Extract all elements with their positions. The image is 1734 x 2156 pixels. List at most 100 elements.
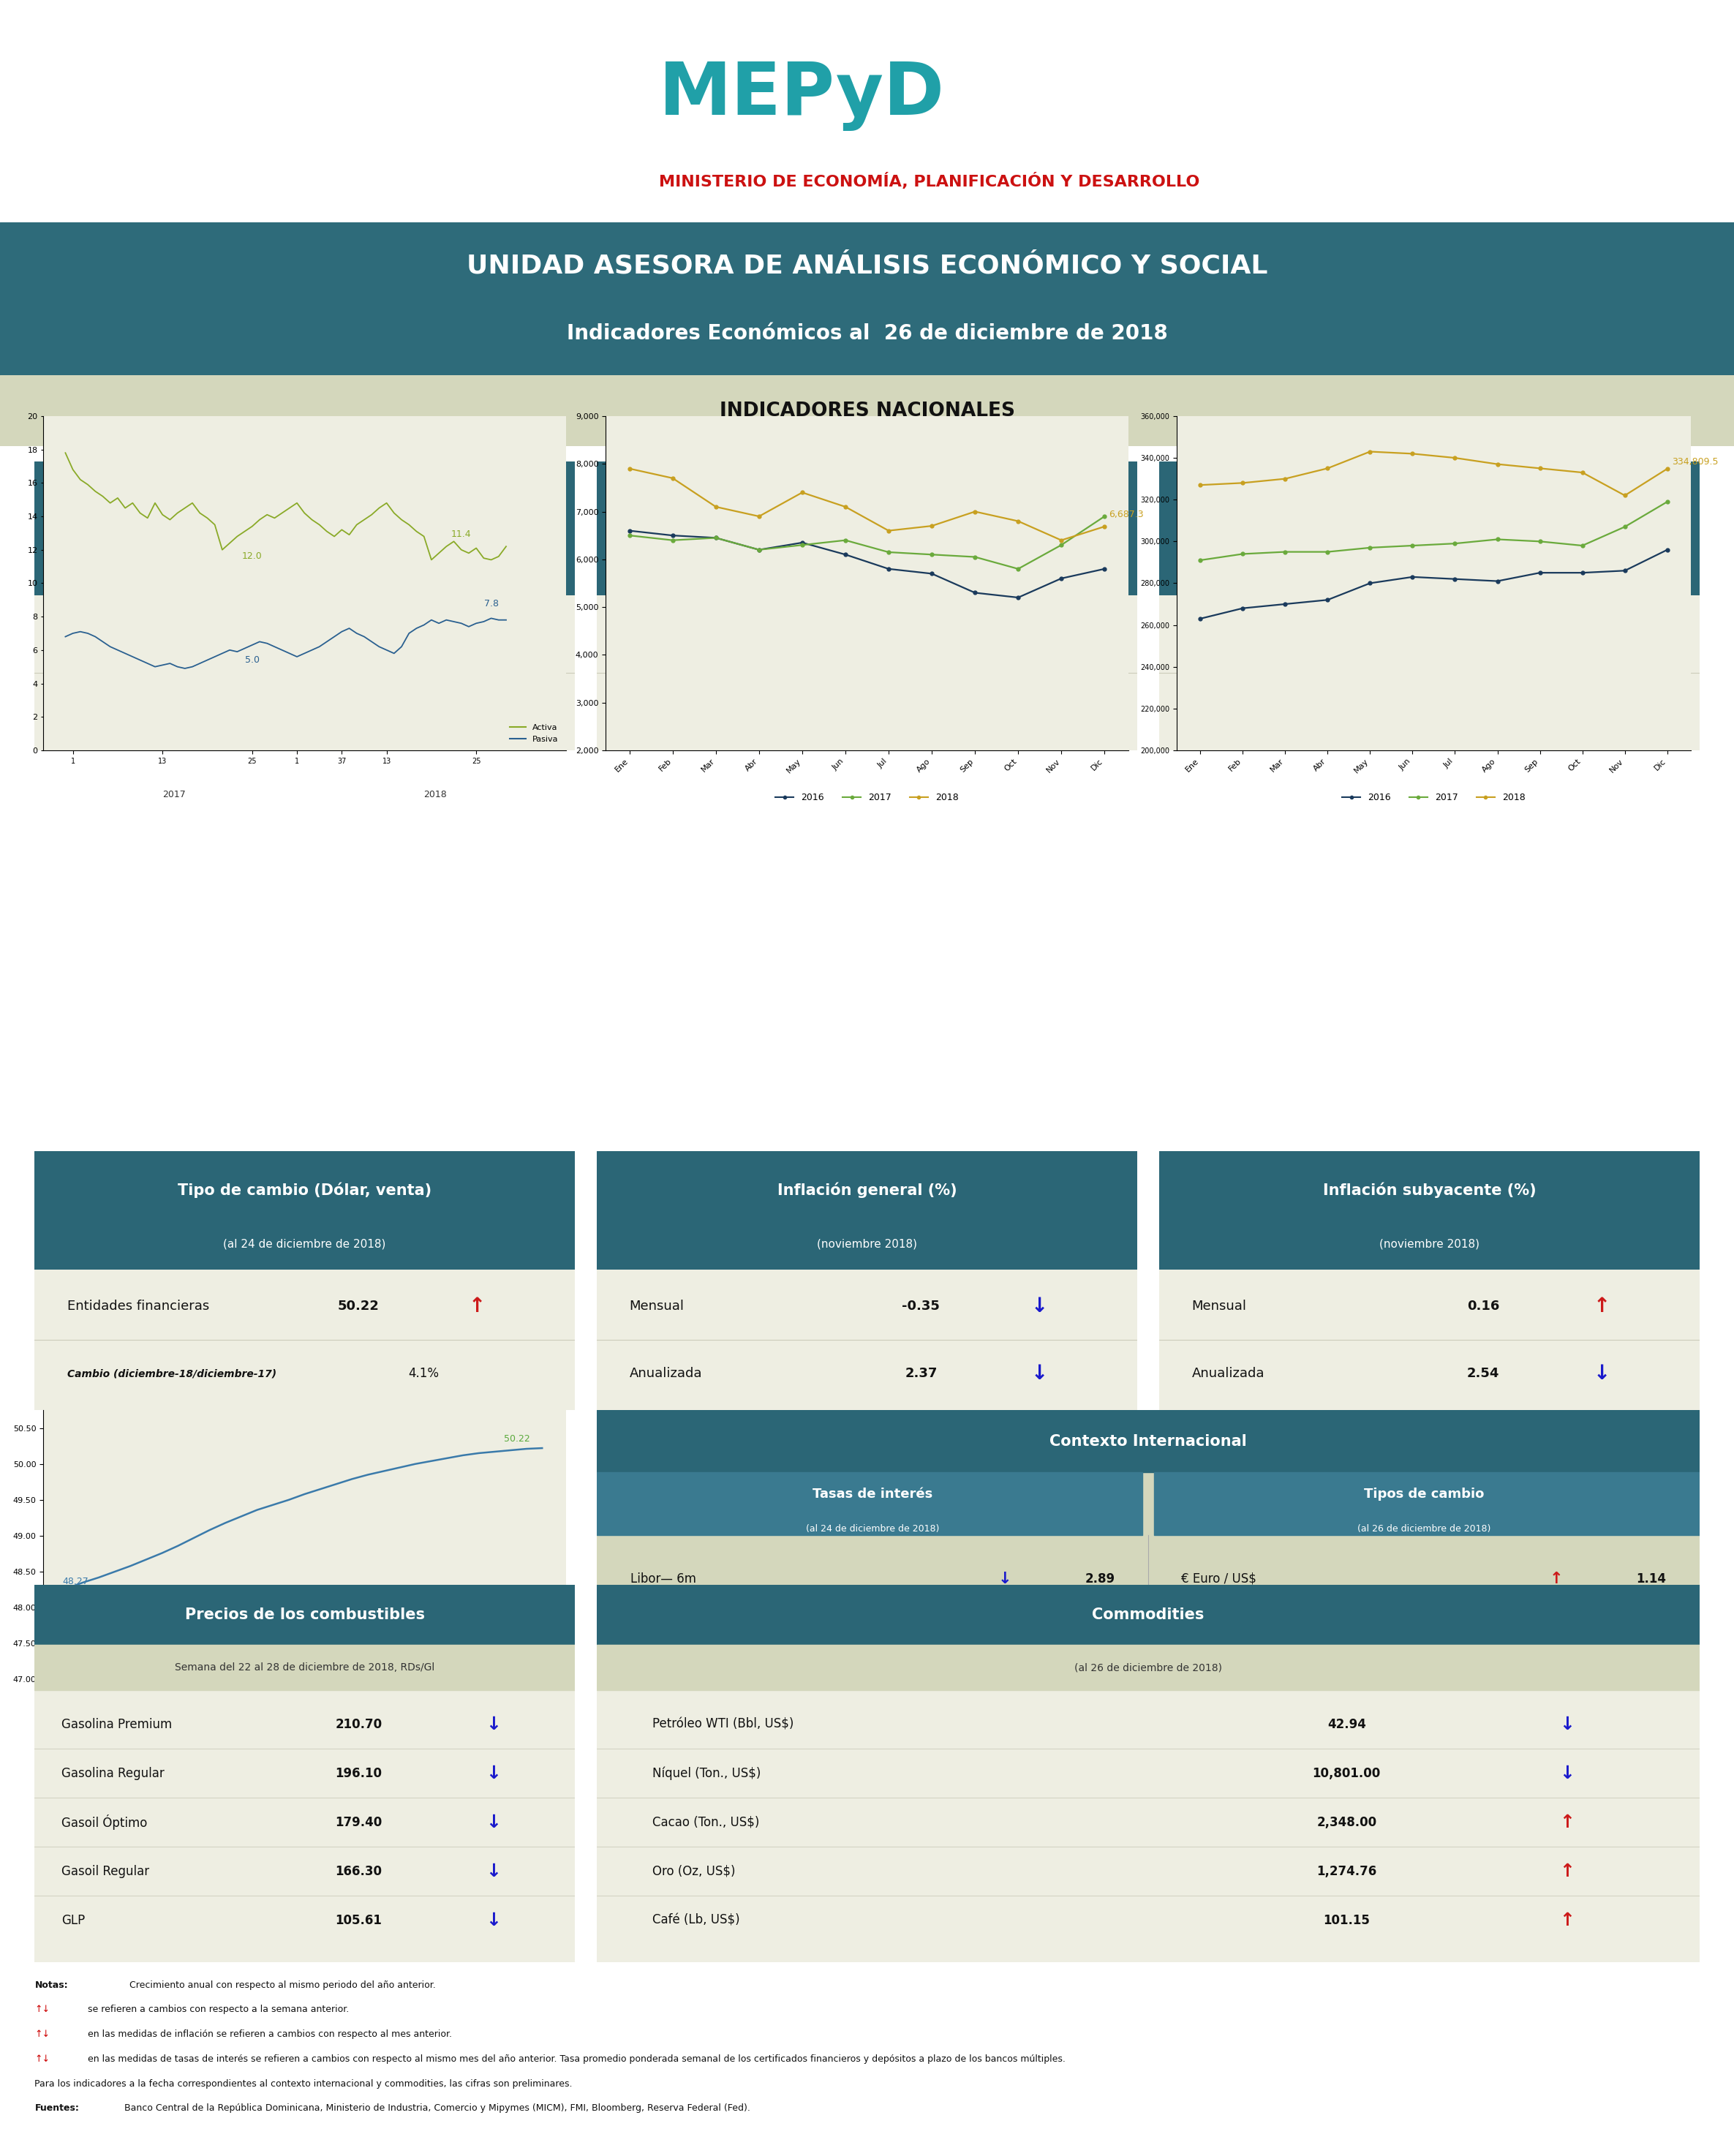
Text: 2.54: 2.54 [1467, 1367, 1500, 1380]
Text: ↑: ↑ [1548, 1626, 1562, 1639]
Text: INDICADORES NACIONALES: INDICADORES NACIONALES [720, 401, 1014, 420]
Text: 196.10: 196.10 [335, 1766, 381, 1781]
Text: ↑: ↑ [1548, 1677, 1562, 1692]
Text: ↓: ↓ [486, 1764, 501, 1783]
Text: 1.14: 1.14 [1637, 1572, 1666, 1585]
Text: (noviembre 2018): (noviembre 2018) [1379, 1238, 1479, 1248]
Text: 0.16: 0.16 [1467, 1300, 1500, 1313]
Text: 2.37: 2.37 [905, 1367, 936, 1380]
Text: 50.22: 50.22 [505, 1434, 531, 1445]
Text: 7,115.9: 7,115.9 [883, 630, 938, 642]
Text: 334,809.5: 334,809.5 [1672, 457, 1718, 466]
Text: 105.61: 105.61 [335, 1915, 381, 1927]
Text: Commodities: Commodities [1092, 1608, 1205, 1621]
Text: MINISTERIO DE ECONOMÍA, PLANIFICACIÓN Y DESARROLLO: MINISTERIO DE ECONOMÍA, PLANIFICACIÓN Y … [659, 172, 1200, 190]
Text: Tipos de cambio: Tipos de cambio [1363, 1488, 1484, 1501]
Text: 12.2%: 12.2% [324, 630, 371, 642]
Text: ↑: ↑ [1559, 1912, 1574, 1930]
Text: 2.43: 2.43 [1085, 1680, 1115, 1692]
Text: € Euro / US$: € Euro / US$ [1181, 1572, 1257, 1585]
Text: 2018: 2018 [423, 789, 447, 800]
Text: (al 26 de diciembre de 2018): (al 26 de diciembre de 2018) [1075, 1662, 1222, 1673]
Bar [596, 1410, 1699, 1473]
Text: ↓: ↓ [486, 1863, 501, 1880]
Text: 166.30: 166.30 [335, 1865, 381, 1878]
Text: Mensual: Mensual [629, 1300, 685, 1313]
Text: ↑: ↑ [468, 1296, 486, 1317]
Text: Libor— 6m: Libor— 6m [629, 1572, 695, 1585]
Text: 0.01: 0.01 [1637, 1626, 1666, 1639]
Legend: 2016, 2017, 2018: 2016, 2017, 2018 [772, 789, 962, 806]
Text: 4.1%: 4.1% [407, 1367, 439, 1380]
Text: Semana del 22 al 28 de diciembre de 2018, RDs/Gl: Semana del 22 al 28 de diciembre de 2018… [175, 1662, 435, 1673]
Text: Euribor— 3m: Euribor— 3m [629, 1626, 709, 1639]
Text: 1.39: 1.39 [1637, 1680, 1666, 1692]
Text: ↑: ↑ [1594, 1296, 1611, 1317]
Text: US T Bills— 3m: US T Bills— 3m [629, 1680, 723, 1692]
Text: GLP: GLP [62, 1915, 85, 1927]
Bar [596, 1585, 1699, 1645]
Text: (al 26 de diciembre de 2018): (al 26 de diciembre de 2018) [1358, 1524, 1491, 1533]
Text: Mill. de RD$: Mill. de RD$ [1191, 630, 1271, 642]
Text: Para los indicadores a la fecha correspondientes al contexto internacional y com: Para los indicadores a la fecha correspo… [35, 2078, 572, 2089]
Text: MEPyD: MEPyD [659, 60, 945, 132]
Text: ↓: ↓ [999, 1572, 1011, 1587]
Text: Café (Lb, US$): Café (Lb, US$) [652, 1915, 740, 1927]
Text: en las medidas de inflación se refieren a cambios con respecto al mes anterior.: en las medidas de inflación se refieren … [85, 2029, 453, 2040]
Text: 12.0: 12.0 [243, 552, 262, 561]
Text: Banco Central de la República Dominicana, Ministerio de Industria, Comercio y Mi: Banco Central de la República Dominicana… [121, 2104, 751, 2113]
Text: (dic.-18/dic.-17): (dic.-18/dic.-17) [1191, 705, 1292, 716]
Text: Crecimiento anual con respecto al mismo periodo del año anterior.: Crecimiento anual con respecto al mismo … [127, 1981, 435, 1990]
Text: ↑↓: ↑↓ [35, 2029, 50, 2040]
Text: ↓: ↓ [1032, 1296, 1049, 1317]
Text: 4.9%: 4.9% [969, 703, 1002, 716]
Text: Tipo de cambio (Dólar, venta): Tipo de cambio (Dólar, venta) [177, 1184, 432, 1199]
Text: ↓: ↓ [486, 1912, 501, 1930]
Text: Entidades financieras: Entidades financieras [68, 1300, 210, 1313]
Text: Gasolina Regular: Gasolina Regular [62, 1766, 165, 1781]
Text: 356,628.4: 356,628.4 [1446, 630, 1521, 642]
Text: ↑: ↑ [999, 1626, 1011, 1639]
Text: Petróleo WTI (Bbl, US$): Petróleo WTI (Bbl, US$) [652, 1718, 794, 1731]
Text: Cambio (dic.-18/dic.-17): Cambio (dic.-18/dic.-17) [629, 705, 780, 716]
Text: (al 24 de diciembre de 2018): (al 24 de diciembre de 2018) [806, 1524, 940, 1533]
Bar [1153, 1473, 1699, 1535]
Text: ↑↓: ↑↓ [35, 2055, 50, 2063]
Legend: Activa, Pasiva: Activa, Pasiva [506, 720, 562, 746]
Text: Pasiva: Pasiva [68, 703, 109, 716]
Text: 2017: 2017 [163, 789, 186, 800]
Text: 6,687.3: 6,687.3 [1108, 509, 1144, 520]
Text: Notas:: Notas: [35, 1981, 68, 1990]
Text: Cambio (diciembre-18/diciembre-17): Cambio (diciembre-18/diciembre-17) [68, 1369, 276, 1378]
Text: 10,801.00: 10,801.00 [1313, 1766, 1380, 1781]
Text: ↑↓: ↑↓ [35, 2005, 50, 2014]
Text: Gasoil Óptimo: Gasoil Óptimo [62, 1815, 147, 1830]
Text: ↓: ↓ [486, 1716, 501, 1733]
Text: (al 19 de diciembre de 2018): (al 19 de diciembre de 2018) [1347, 556, 1510, 567]
Text: Activa: Activa [68, 630, 108, 642]
Text: -0.31: -0.31 [1080, 1626, 1115, 1639]
Text: Indicadores Económicos al  26 de diciembre de 2018: Indicadores Económicos al 26 de diciembr… [567, 323, 1167, 345]
Text: Tasas de interés: Tasas de interés [813, 1488, 933, 1501]
Text: Inflación subyacente (%): Inflación subyacente (%) [1323, 1184, 1536, 1199]
Text: 179.40: 179.40 [335, 1815, 381, 1828]
Text: Reservas Internacionales Netas: Reservas Internacionales Netas [730, 498, 1004, 513]
Text: 42.94: 42.94 [1327, 1718, 1366, 1731]
Text: Cacao (Ton., US$): Cacao (Ton., US$) [652, 1815, 759, 1828]
Text: Contexto Internacional: Contexto Internacional [1049, 1434, 1247, 1449]
Text: ↓: ↓ [1559, 1764, 1574, 1783]
Text: 5.0: 5.0 [244, 655, 260, 664]
Text: Anualizada: Anualizada [1191, 1367, 1264, 1380]
Text: Oro (Oz, US$): Oro (Oz, US$) [652, 1865, 735, 1878]
Text: ↑: ↑ [1559, 1863, 1574, 1880]
Text: 7.3%: 7.3% [329, 703, 366, 716]
Text: 50.22: 50.22 [338, 1300, 380, 1313]
Bar [35, 1645, 574, 1690]
Text: Fuentes:: Fuentes: [35, 2104, 80, 2113]
Text: 4.8%: 4.8% [1531, 703, 1564, 716]
Text: Precios de los combustibles: Precios de los combustibles [184, 1608, 425, 1621]
Text: Mensual: Mensual [1191, 1300, 1247, 1313]
Bar [35, 1585, 574, 1645]
Text: ↓: ↓ [1594, 1363, 1611, 1384]
Text: ¥ Yen / US$: ¥ Yen / US$ [1181, 1626, 1250, 1639]
